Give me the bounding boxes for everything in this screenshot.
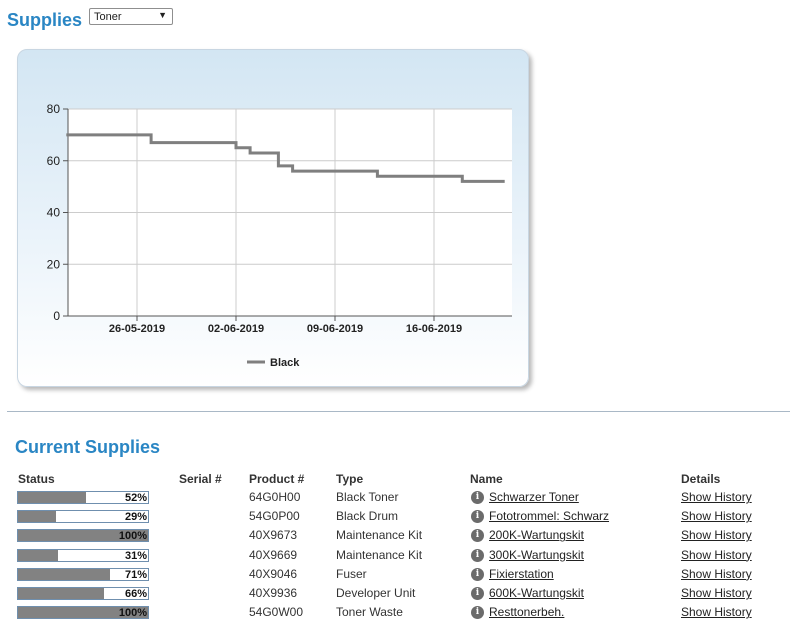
supply-level-bar: 100%	[17, 529, 149, 543]
name-cell: i Fixierstation	[471, 567, 671, 583]
supply-level-fill	[18, 530, 148, 542]
supply-name-link[interactable]: 300K-Wartungskit	[489, 547, 584, 562]
info-icon[interactable]: i	[471, 606, 484, 620]
show-history-link[interactable]: Show History	[681, 605, 752, 620]
show-history-link[interactable]: Show History	[681, 490, 752, 504]
show-history-link[interactable]: Show History	[681, 528, 752, 543]
supply-name-link[interactable]: 600K-Wartungskit	[489, 586, 584, 600]
supply-name-link[interactable]: Resttonerbeh.	[489, 605, 565, 620]
show-history-link[interactable]: Show History	[681, 586, 752, 600]
type-cell: Toner Waste	[336, 605, 403, 620]
x-tick-label: 09-06-2019	[307, 323, 363, 335]
name-cell: i 300K-Wartungskit	[471, 548, 671, 564]
supply-name-link[interactable]: Fototrommel: Schwarz	[489, 509, 610, 524]
name-cell: i 200K-Wartungskit	[471, 528, 671, 544]
legend-label: Black	[270, 357, 300, 369]
info-icon[interactable]: i	[471, 529, 484, 543]
name-cell: i Resttonerbeh.	[471, 605, 671, 621]
series-line-black	[66, 133, 505, 183]
header-type: Type	[336, 472, 364, 486]
y-tick-label: 80	[47, 102, 61, 116]
product-cell: 40X9669	[249, 547, 298, 562]
supply-name-link[interactable]: Schwarzer Toner	[489, 490, 579, 504]
name-cell: i 600K-Wartungskit	[471, 586, 671, 602]
header-name: Name	[470, 472, 503, 486]
supply-name-link[interactable]: Fixierstation	[489, 566, 554, 581]
table-row: 31% 40X9669 Maintenance Kit i 300K-Wartungsk…	[0, 548, 800, 567]
chevron-down-icon: ▼	[158, 10, 167, 20]
type-cell: Black Toner	[336, 490, 399, 504]
header-serial: Serial #	[179, 472, 222, 486]
supply-type-select[interactable]: Toner ▼	[89, 8, 173, 25]
supplies-chart: 0 20 40 60 80 26-05-2019 02-06-2019 09-06-2019 1…	[47, 102, 512, 369]
supply-level-percent: 66%	[124, 588, 147, 600]
table-row: 29% 54G0P00 Black Drum i Fototrommel: Schwar…	[0, 509, 800, 528]
supply-level-bar: 66%	[17, 587, 149, 600]
supply-level-bar: 29%	[17, 510, 149, 524]
info-icon[interactable]: i	[471, 587, 484, 600]
type-cell: Maintenance Kit	[336, 528, 423, 543]
supply-level-fill	[18, 568, 111, 580]
supply-level-bar: 52%	[17, 491, 149, 504]
show-history-link[interactable]: Show History	[681, 547, 752, 562]
info-icon[interactable]: i	[471, 491, 484, 504]
show-history-link[interactable]: Show History	[681, 509, 752, 524]
supply-level-bar: 71%	[17, 567, 149, 581]
table-row: 71% 40X9046 Fuser i Fixierstation Show Histor…	[0, 567, 800, 586]
x-tick-label: 02-06-2019	[208, 323, 264, 335]
supply-level-fill	[18, 511, 56, 523]
x-tick-label: 16-06-2019	[406, 323, 462, 335]
current-supplies-title: Current Supplies	[15, 437, 161, 457]
name-cell: i Fototrommel: Schwarz	[471, 509, 671, 525]
supply-name-link[interactable]: 200K-Wartungskit	[489, 528, 584, 543]
product-cell: 40X9046	[249, 566, 298, 581]
x-tick-label: 26-05-2019	[109, 323, 165, 335]
product-cell: 64G0H00	[249, 490, 301, 504]
info-icon[interactable]: i	[471, 567, 484, 581]
y-tick-label: 0	[53, 309, 60, 323]
product-cell: 40X9936	[249, 586, 298, 600]
type-cell: Developer Unit	[336, 586, 416, 600]
supply-level-fill	[18, 588, 104, 599]
header-product: Product #	[249, 472, 305, 486]
supply-type-select-value: Toner	[94, 11, 122, 23]
info-icon[interactable]: i	[471, 510, 484, 524]
supply-level-fill	[18, 607, 148, 619]
y-tick-label: 20	[47, 257, 61, 271]
supply-level-bar: 100%	[17, 606, 149, 620]
table-row: 100% 54G0W00 Toner Waste i Resttonerbeh. Show…	[0, 605, 800, 624]
supply-level-percent: 52%	[124, 492, 147, 504]
table-row: 100% 40X9673 Maintenance Kit i 200K-Wartungs…	[0, 528, 800, 547]
supply-level-percent: 29%	[124, 511, 147, 524]
supply-level-percent: 100%	[118, 607, 147, 620]
supply-level-percent: 71%	[124, 568, 147, 581]
y-tick-label: 40	[47, 206, 61, 220]
type-cell: Fuser	[336, 566, 367, 581]
table-row: 66% 40X9936 Developer Unit i 600K-Wartungski…	[0, 586, 800, 605]
product-cell: 40X9673	[249, 528, 298, 543]
type-cell: Black Drum	[336, 509, 399, 524]
type-cell: Maintenance Kit	[336, 547, 423, 562]
supply-level-fill	[18, 549, 59, 561]
supply-level-fill	[18, 492, 86, 503]
header-status: Status	[18, 472, 55, 486]
supply-level-percent: 100%	[118, 530, 147, 543]
header-details: Details	[681, 472, 721, 486]
y-tick-label: 60	[47, 154, 61, 168]
page-title: Supplies	[7, 10, 83, 30]
product-cell: 54G0P00	[249, 509, 300, 524]
section-divider	[7, 411, 790, 412]
info-icon[interactable]: i	[471, 548, 484, 562]
table-row: 52% 64G0H00 Black Toner i Schwarzer Toner Sho…	[0, 490, 800, 509]
supply-level-percent: 31%	[124, 549, 147, 562]
show-history-link[interactable]: Show History	[681, 566, 752, 581]
supply-level-bar: 31%	[17, 548, 149, 562]
product-cell: 54G0W00	[249, 605, 304, 620]
chart-panel: 0 20 40 60 80 26-05-2019 02-06-2019 09-06-2019 1…	[17, 49, 529, 387]
name-cell: i Schwarzer Toner	[471, 490, 671, 506]
